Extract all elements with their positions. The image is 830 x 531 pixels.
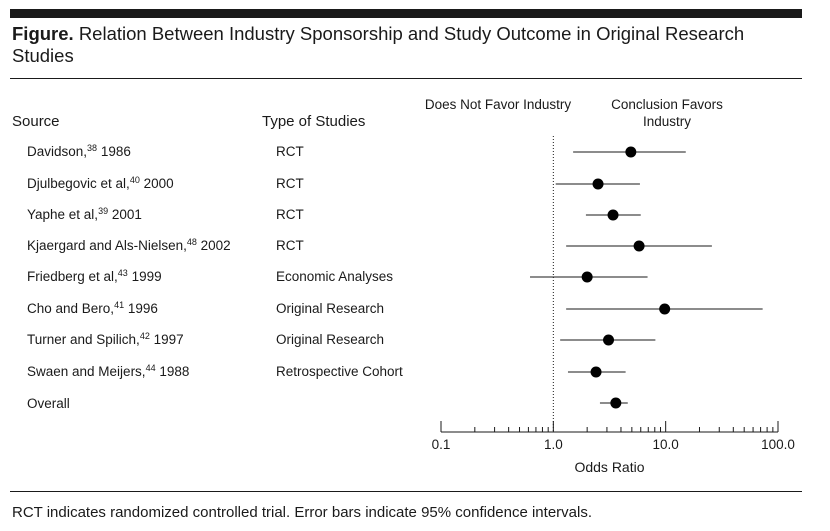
author: Djulbegovic et al, — [27, 176, 130, 191]
row-type: RCT — [276, 176, 304, 191]
odds-ratio-point — [581, 271, 593, 283]
author: Turner and Spilich, — [27, 332, 140, 347]
row-source: Djulbegovic et al,40 2000 — [27, 175, 174, 192]
odds-ratio-point — [625, 146, 637, 158]
row-source: Yaphe et al,39 2001 — [27, 206, 142, 223]
row-source: Turner and Spilich,42 1997 — [27, 331, 184, 348]
figure-label: Figure. — [12, 23, 74, 44]
author: Yaphe et al, — [27, 207, 99, 222]
x-tick-label: 0.1 — [432, 437, 451, 452]
row-source: Friedberg et al,43 1999 — [27, 268, 162, 285]
ref: 43 — [117, 268, 128, 278]
year: 1996 — [124, 301, 158, 316]
odds-ratio-point — [603, 334, 615, 346]
footnote-rule — [10, 491, 802, 492]
year: 2002 — [196, 238, 231, 253]
ref: 40 — [129, 175, 140, 185]
odds-ratio-point — [633, 240, 645, 252]
row-source: Swaen and Meijers,44 1988 — [27, 363, 190, 380]
figure-title: Figure. Relation Between Industry Sponso… — [12, 23, 792, 67]
year: 1997 — [149, 332, 184, 347]
ref: 48 — [186, 237, 197, 247]
year: 2001 — [108, 207, 142, 222]
year: 1986 — [97, 144, 131, 159]
x-tick-label: 1.0 — [544, 437, 563, 452]
author: Kjaergard and Als-Nielsen, — [27, 238, 187, 253]
footnote: RCT indicates randomized controlled tria… — [12, 504, 592, 521]
odds-ratio-point — [659, 303, 671, 315]
top-bar — [10, 9, 802, 18]
ref: 42 — [139, 331, 150, 341]
row-type: Original Research — [276, 332, 385, 347]
row-type: RCT — [276, 238, 304, 253]
x-axis-label: Odds Ratio — [574, 459, 644, 475]
source-header: Source — [12, 113, 60, 130]
type-header: Type of Studies — [262, 113, 366, 130]
author: Swaen and Meijers, — [27, 364, 146, 379]
row-source: Davidson,38 1986 — [27, 143, 131, 160]
ref: 41 — [114, 300, 125, 310]
row-source-overall: Overall — [27, 396, 70, 411]
row-type: Retrospective Cohort — [276, 364, 403, 379]
year: 1988 — [155, 364, 190, 379]
x-tick-label: 10.0 — [653, 437, 679, 452]
odds-ratio-point — [590, 366, 602, 378]
ref: 39 — [98, 206, 109, 216]
odds-ratio-point — [610, 397, 622, 409]
title-rule — [10, 78, 802, 79]
row-type: RCT — [276, 144, 304, 159]
row-type: Economic Analyses — [276, 269, 394, 284]
odds-ratio-point — [607, 209, 619, 221]
row-source: Kjaergard and Als-Nielsen,48 2002 — [27, 237, 231, 254]
does-not-favor-header: Does Not Favor Industry — [424, 97, 572, 112]
favors-industry-header: Conclusion Favors Industry — [611, 97, 723, 129]
ref: 44 — [145, 363, 156, 373]
author: Davidson, — [27, 144, 88, 159]
row-type: Original Research — [276, 301, 385, 316]
year: 1999 — [127, 269, 162, 284]
x-tick-label: 100.0 — [761, 437, 795, 452]
year: 2000 — [139, 176, 174, 191]
row-source: Cho and Bero,41 1996 — [27, 300, 158, 317]
odds-ratio-point — [592, 178, 604, 190]
figure-title-text: Relation Between Industry Sponsorship an… — [12, 23, 745, 66]
author: Cho and Bero, — [27, 301, 115, 316]
ref: 38 — [87, 143, 98, 153]
author: Overall — [27, 396, 70, 411]
row-type: RCT — [276, 207, 304, 222]
author: Friedberg et al, — [27, 269, 118, 284]
